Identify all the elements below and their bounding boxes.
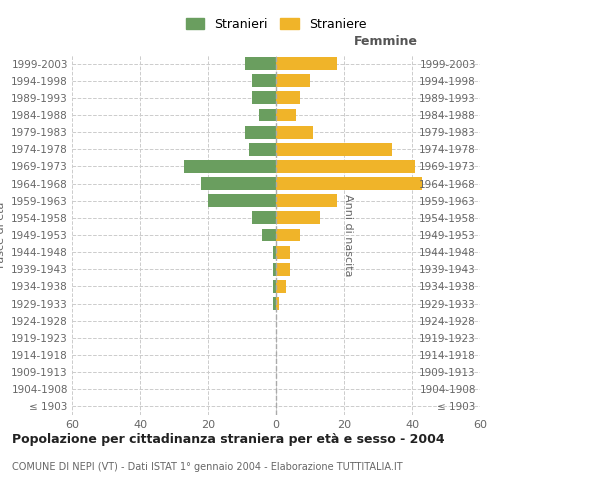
Bar [276, 160, 415, 173]
Y-axis label: Fasce di età: Fasce di età [0, 202, 5, 268]
Bar [276, 246, 290, 258]
Bar [276, 228, 300, 241]
Bar [276, 74, 310, 87]
Bar [259, 108, 276, 122]
Text: COMUNE DI NEPI (VT) - Dati ISTAT 1° gennaio 2004 - Elaborazione TUTTITALIA.IT: COMUNE DI NEPI (VT) - Dati ISTAT 1° genn… [12, 462, 403, 472]
Bar [276, 177, 422, 190]
Bar [276, 194, 337, 207]
Bar [276, 280, 286, 293]
Bar [276, 57, 337, 70]
Bar [272, 280, 276, 293]
Text: Popolazione per cittadinanza straniera per età e sesso - 2004: Popolazione per cittadinanza straniera p… [12, 432, 445, 446]
Bar [252, 74, 276, 87]
Bar [245, 57, 276, 70]
Legend: Stranieri, Straniere: Stranieri, Straniere [182, 14, 370, 34]
Bar [272, 263, 276, 276]
Bar [276, 263, 290, 276]
Bar [252, 212, 276, 224]
Bar [262, 228, 276, 241]
Bar [276, 143, 392, 156]
Bar [272, 246, 276, 258]
Bar [276, 92, 300, 104]
Text: Femmine: Femmine [354, 35, 418, 48]
Bar [276, 212, 320, 224]
Bar [276, 108, 296, 122]
Bar [208, 194, 276, 207]
Bar [276, 126, 313, 138]
Bar [184, 160, 276, 173]
Bar [252, 92, 276, 104]
Bar [245, 126, 276, 138]
Bar [272, 297, 276, 310]
Bar [276, 297, 280, 310]
Bar [249, 143, 276, 156]
Y-axis label: Anni di nascita: Anni di nascita [343, 194, 353, 276]
Bar [201, 177, 276, 190]
